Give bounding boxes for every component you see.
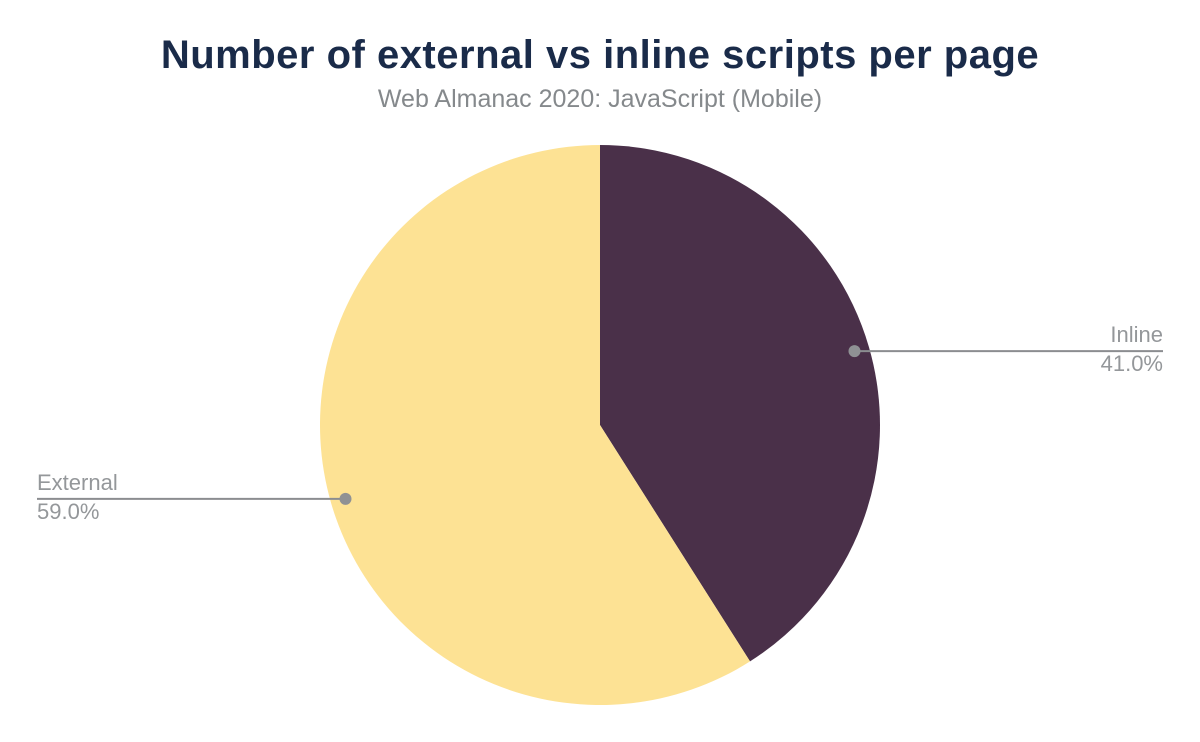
pie-slices [319, 145, 880, 705]
callout-external: External 59.0% [37, 470, 352, 524]
slice-label-external: External [37, 470, 118, 495]
chart-title: Number of external vs inline scripts per… [160, 33, 1040, 77]
pie-slice-inline[interactable] [600, 145, 880, 662]
slice-value-inline: 41.0% [1101, 351, 1163, 376]
pie-slice-external[interactable] [319, 145, 751, 705]
callout-inline: Inline 41.0% [848, 322, 1163, 376]
chart-subtitle: Web Almanac 2020: JavaScript (Mobile) [377, 85, 823, 113]
leader-dot-external [339, 492, 352, 505]
slice-label-inline: Inline [1110, 322, 1163, 347]
slice-value-external: 59.0% [37, 499, 99, 524]
leader-dot-inline [848, 345, 861, 358]
